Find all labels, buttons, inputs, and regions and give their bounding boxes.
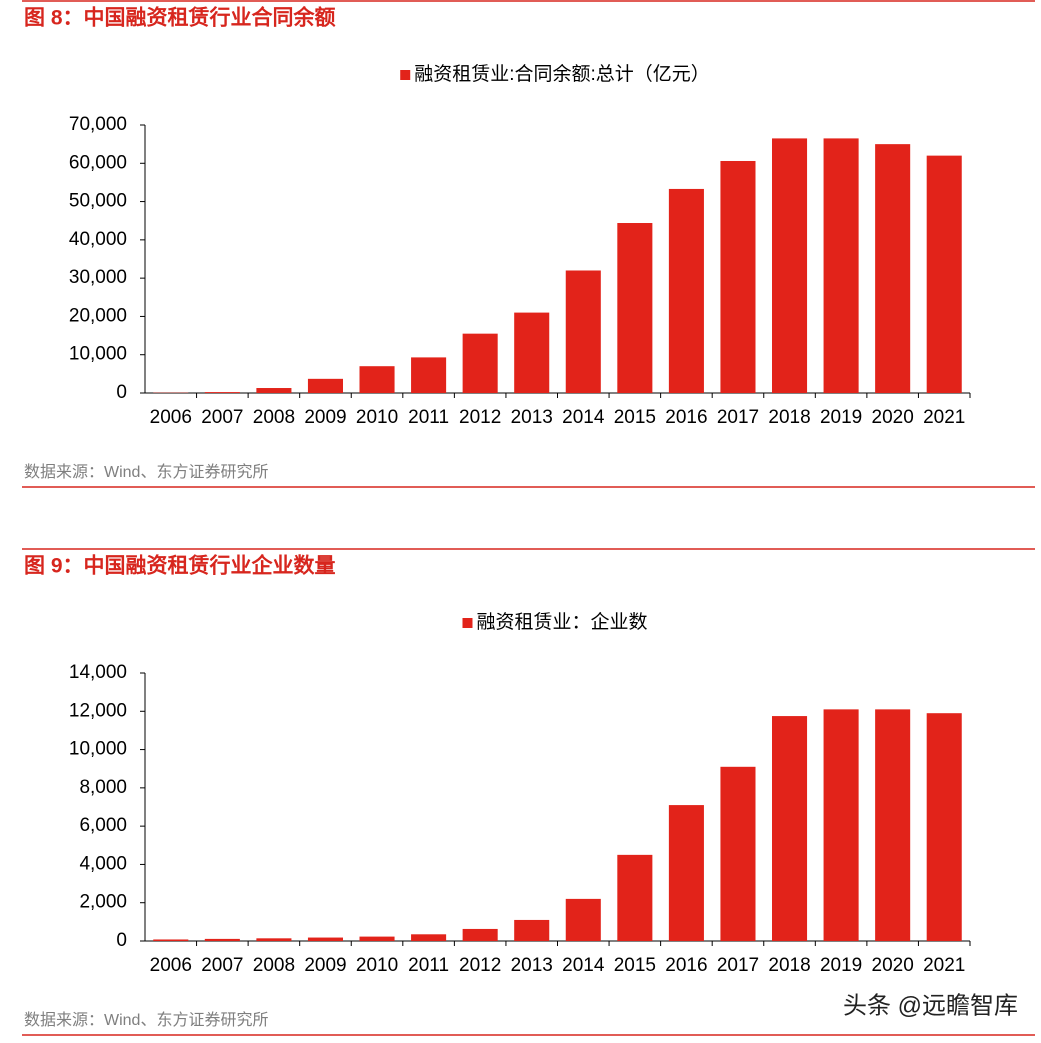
x-tick-label: 2016 xyxy=(665,407,707,428)
bar xyxy=(617,854,653,941)
x-tick-label: 2014 xyxy=(562,955,605,976)
x-tick-label: 2009 xyxy=(304,955,346,976)
bar xyxy=(772,138,808,393)
x-tick-label: 2020 xyxy=(872,407,914,428)
x-tick-label: 2018 xyxy=(768,407,810,428)
y-tick-label: 10,000 xyxy=(69,739,127,760)
legend-label: 融资租赁业:合同余额:总计（亿元） xyxy=(414,63,710,85)
bar xyxy=(668,805,704,941)
y-tick-label: 20,000 xyxy=(69,305,127,326)
x-tick-label: 2007 xyxy=(201,955,243,976)
bar xyxy=(153,939,189,941)
x-tick-label: 2006 xyxy=(150,407,192,428)
bar xyxy=(926,713,962,941)
bar xyxy=(411,934,447,941)
bar xyxy=(411,357,447,393)
bar xyxy=(514,919,550,941)
y-tick-label: 12,000 xyxy=(69,700,127,721)
source: 数据来源：Wind、东方证券研究所 xyxy=(24,463,268,481)
x-tick-label: 2011 xyxy=(408,407,449,428)
bar xyxy=(926,155,962,393)
x-tick-label: 2020 xyxy=(872,955,914,976)
bar xyxy=(256,938,292,941)
bar xyxy=(359,936,395,941)
bar xyxy=(823,709,859,941)
y-tick-label: 0 xyxy=(116,930,127,951)
legend-swatch xyxy=(400,70,411,80)
bar xyxy=(720,766,756,941)
y-tick-label: 10,000 xyxy=(69,344,127,365)
y-tick-label: 70,000 xyxy=(69,114,127,135)
x-tick-label: 2014 xyxy=(562,407,605,428)
x-tick-label: 2012 xyxy=(459,407,501,428)
bar xyxy=(823,138,859,393)
x-tick-label: 2011 xyxy=(408,955,449,976)
bar xyxy=(307,378,343,393)
bar xyxy=(462,333,498,393)
x-tick-label: 2009 xyxy=(304,407,346,428)
bar xyxy=(875,144,911,393)
x-tick-label: 2013 xyxy=(511,955,553,976)
x-tick-label: 2019 xyxy=(820,407,862,428)
x-tick-label: 2010 xyxy=(356,955,398,976)
bar xyxy=(668,188,704,393)
bar xyxy=(204,392,240,393)
y-tick-label: 40,000 xyxy=(69,229,127,250)
x-tick-label: 2018 xyxy=(768,955,810,976)
x-tick-label: 2013 xyxy=(511,407,553,428)
y-tick-label: 60,000 xyxy=(69,152,127,173)
x-tick-label: 2007 xyxy=(201,407,243,428)
y-tick-label: 0 xyxy=(116,382,127,403)
watermark: 头条 @远瞻智库 xyxy=(843,992,1018,1019)
bar xyxy=(617,223,653,393)
bar xyxy=(514,312,550,393)
bar xyxy=(565,270,601,393)
y-tick-label: 50,000 xyxy=(69,191,127,212)
y-tick-label: 30,000 xyxy=(69,267,127,288)
bar xyxy=(307,937,343,941)
legend-swatch xyxy=(462,618,473,628)
legend-label: 融资租赁业：企业数 xyxy=(476,611,647,633)
figure-title: 图 8：中国融资租赁行业合同余额 xyxy=(24,6,336,30)
x-tick-label: 2006 xyxy=(150,955,192,976)
bar xyxy=(875,709,911,941)
bar xyxy=(256,388,292,393)
bar xyxy=(772,716,808,941)
y-tick-label: 2,000 xyxy=(79,892,127,913)
y-tick-label: 14,000 xyxy=(69,662,127,683)
x-tick-label: 2019 xyxy=(820,955,862,976)
x-tick-label: 2008 xyxy=(253,955,295,976)
bar xyxy=(462,928,498,941)
x-tick-label: 2015 xyxy=(614,955,656,976)
y-tick-label: 4,000 xyxy=(79,853,127,874)
x-tick-label: 2017 xyxy=(717,407,759,428)
x-tick-label: 2017 xyxy=(717,955,759,976)
bar xyxy=(565,898,601,941)
x-tick-label: 2012 xyxy=(459,955,501,976)
x-tick-label: 2021 xyxy=(923,955,965,976)
bar xyxy=(204,938,240,941)
bar xyxy=(720,160,756,393)
y-tick-label: 8,000 xyxy=(79,777,127,798)
y-tick-label: 6,000 xyxy=(79,815,127,836)
x-tick-label: 2015 xyxy=(614,407,656,428)
source: 数据来源：Wind、东方证券研究所 xyxy=(24,1011,268,1029)
x-tick-label: 2008 xyxy=(253,407,295,428)
x-tick-label: 2010 xyxy=(356,407,398,428)
x-tick-label: 2016 xyxy=(665,955,707,976)
figure-title: 图 9：中国融资租赁行业企业数量 xyxy=(24,554,336,578)
x-tick-label: 2021 xyxy=(923,407,965,428)
bar xyxy=(359,366,395,393)
